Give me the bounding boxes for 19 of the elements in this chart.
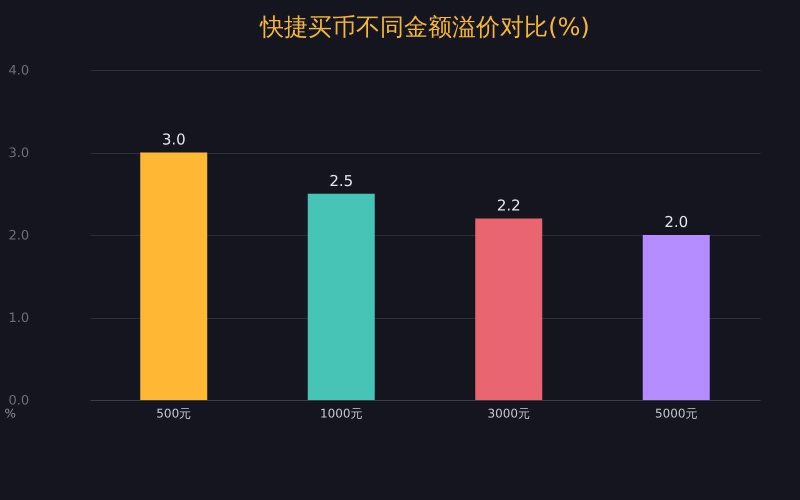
- data-label: 2.0: [664, 213, 688, 231]
- y-tick-label: 4.0: [8, 64, 30, 78]
- bar: [642, 235, 710, 400]
- data-label: 2.2: [496, 196, 521, 214]
- y-tick-label: 1.0: [8, 311, 30, 326]
- bar: [308, 194, 375, 400]
- y-axis-title: %: [4, 406, 16, 420]
- bar: [140, 152, 208, 400]
- x-tick-label: 500元: [156, 406, 192, 420]
- chart-title: 快捷买币不同金额溢价对比(%): [259, 13, 590, 41]
- x-tick-label: 3000元: [487, 406, 530, 420]
- y-tick-label: 2.0: [8, 228, 30, 244]
- data-label: 3.0: [162, 130, 186, 148]
- y-tick-label: 3.0: [8, 146, 30, 161]
- bar: [475, 218, 542, 400]
- x-tick-label: 5000元: [654, 406, 698, 420]
- data-label: 2.5: [329, 172, 354, 190]
- x-tick-label: 1000元: [320, 406, 363, 420]
- y-tick-label: 0.0: [8, 394, 30, 408]
